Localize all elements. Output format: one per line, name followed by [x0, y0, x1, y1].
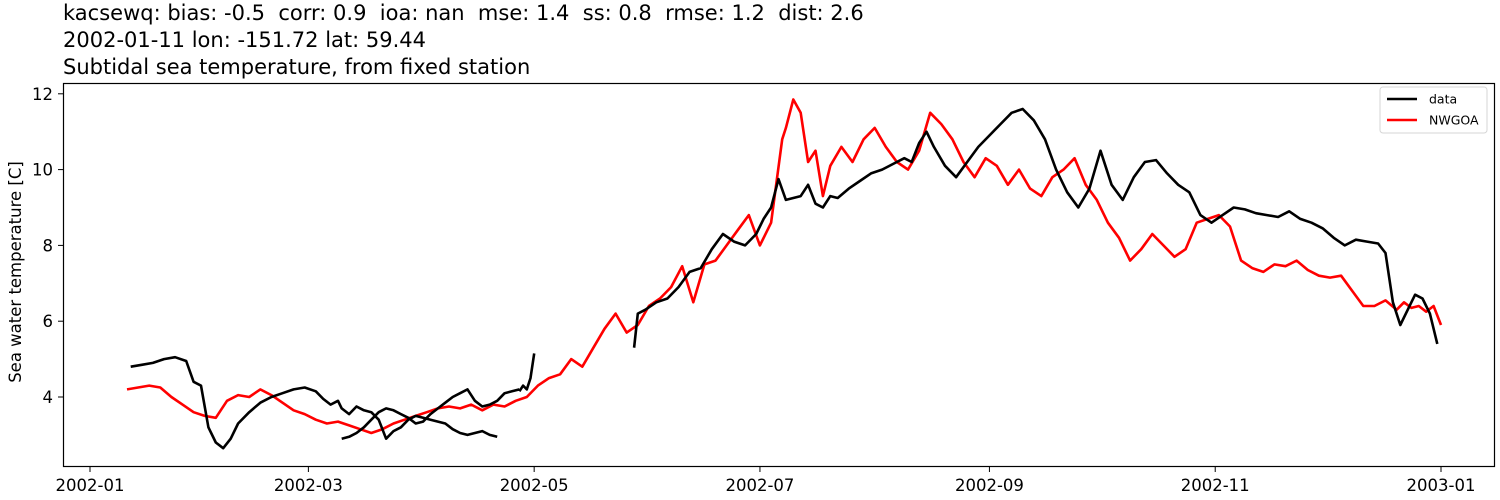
x-tick-label: 2002-09 — [955, 476, 1024, 495]
x-axis: 2002-01 2002-03 2002-05 2002-07 2002-09 2002-… — [56, 466, 1476, 495]
legend: data NWGOA — [1379, 86, 1488, 134]
x-tick-label: 2002-11 — [1181, 476, 1250, 495]
y-tick-label: 6 — [43, 312, 54, 331]
y-tick-label: 12 — [32, 85, 53, 104]
y-axis-label: Sea water temperature [C] — [6, 161, 25, 383]
axes-frame — [62, 82, 1496, 468]
series-data-line — [632, 107, 1439, 348]
x-tick-label: 2002-05 — [500, 476, 569, 495]
y-tick-label: 8 — [43, 236, 54, 255]
chart-title: kacsewq: bias: -0.5 corr: 0.9 ioa: nan m… — [63, 0, 864, 81]
series-nwgoa-line — [126, 98, 1443, 435]
x-tick-label: 2003-01 — [1407, 476, 1476, 495]
series-data-line — [518, 353, 536, 393]
series-data-line — [130, 355, 498, 450]
legend-label-data: data — [1429, 92, 1457, 107]
x-tick-label: 2002-03 — [274, 476, 343, 495]
plot-area — [126, 98, 1443, 450]
y-tick-label: 10 — [32, 161, 53, 180]
title-metrics: kacsewq: bias: -0.5 corr: 0.9 ioa: nan m… — [63, 1, 864, 25]
title-location: 2002-01-11 lon: -151.72 lat: 59.44 — [63, 28, 426, 52]
title-description: Subtidal sea temperature, from fixed sta… — [63, 55, 531, 79]
y-tick-label: 4 — [43, 388, 54, 407]
y-axis: 4 6 8 10 12 — [32, 85, 64, 407]
series-data-line — [341, 388, 520, 440]
legend-label-nwgoa: NWGOA — [1429, 113, 1479, 128]
x-tick-label: 2002-07 — [725, 476, 794, 495]
x-tick-label: 2002-01 — [56, 476, 125, 495]
